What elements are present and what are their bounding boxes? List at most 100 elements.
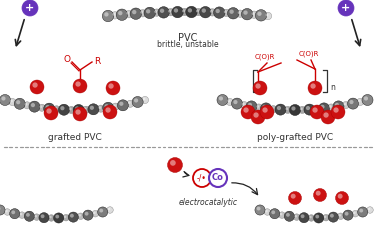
Circle shape xyxy=(167,8,174,16)
Circle shape xyxy=(202,8,206,13)
Circle shape xyxy=(368,208,370,210)
Circle shape xyxy=(14,98,25,109)
Circle shape xyxy=(262,105,267,109)
Circle shape xyxy=(241,8,253,20)
Circle shape xyxy=(107,207,113,213)
Circle shape xyxy=(215,9,220,13)
Circle shape xyxy=(146,9,150,13)
Circle shape xyxy=(45,105,50,109)
Circle shape xyxy=(262,107,268,113)
Circle shape xyxy=(304,104,315,115)
Circle shape xyxy=(233,100,238,104)
Circle shape xyxy=(106,81,120,95)
Circle shape xyxy=(132,10,136,14)
Circle shape xyxy=(44,106,58,120)
Circle shape xyxy=(58,104,70,115)
Circle shape xyxy=(335,103,339,107)
Circle shape xyxy=(11,210,15,214)
Circle shape xyxy=(75,81,81,87)
Circle shape xyxy=(286,213,290,217)
Circle shape xyxy=(217,94,228,105)
Circle shape xyxy=(310,105,324,119)
Circle shape xyxy=(168,10,171,13)
Circle shape xyxy=(314,213,324,223)
Text: C(O)R: C(O)R xyxy=(255,54,275,60)
Text: n: n xyxy=(330,83,335,92)
Circle shape xyxy=(167,157,182,173)
Circle shape xyxy=(253,81,267,95)
Circle shape xyxy=(343,210,353,220)
Circle shape xyxy=(48,215,55,221)
Circle shape xyxy=(308,215,315,221)
Circle shape xyxy=(55,215,59,219)
Circle shape xyxy=(53,106,60,113)
Circle shape xyxy=(315,215,319,219)
Circle shape xyxy=(277,106,281,110)
Circle shape xyxy=(49,216,52,218)
Circle shape xyxy=(241,105,255,119)
Text: Co: Co xyxy=(212,173,224,182)
Circle shape xyxy=(104,12,109,17)
Circle shape xyxy=(103,102,114,113)
Circle shape xyxy=(108,208,110,210)
Circle shape xyxy=(251,110,265,124)
Circle shape xyxy=(25,103,27,106)
Circle shape xyxy=(227,8,239,19)
Circle shape xyxy=(128,101,130,104)
Circle shape xyxy=(358,100,361,102)
Circle shape xyxy=(265,13,268,16)
Circle shape xyxy=(243,10,248,15)
Circle shape xyxy=(318,103,329,114)
Circle shape xyxy=(174,8,178,13)
Circle shape xyxy=(345,212,349,216)
Circle shape xyxy=(271,107,274,110)
Text: brittle, unstable: brittle, unstable xyxy=(157,40,219,49)
Circle shape xyxy=(252,12,255,15)
Circle shape xyxy=(32,82,38,88)
Circle shape xyxy=(20,213,22,215)
Circle shape xyxy=(68,212,79,222)
Circle shape xyxy=(134,98,138,103)
Circle shape xyxy=(68,106,75,114)
Circle shape xyxy=(69,108,72,110)
Circle shape xyxy=(342,101,349,109)
Circle shape xyxy=(291,106,296,110)
Circle shape xyxy=(316,191,321,196)
Circle shape xyxy=(105,107,111,113)
Circle shape xyxy=(310,83,316,89)
Circle shape xyxy=(280,213,282,215)
Circle shape xyxy=(130,8,141,19)
Circle shape xyxy=(299,106,306,114)
Circle shape xyxy=(126,12,129,15)
Circle shape xyxy=(143,98,146,100)
Circle shape xyxy=(312,107,318,113)
Circle shape xyxy=(209,169,227,187)
Circle shape xyxy=(90,106,94,110)
Circle shape xyxy=(229,9,234,14)
Circle shape xyxy=(118,11,123,15)
Circle shape xyxy=(29,101,40,112)
Circle shape xyxy=(237,10,244,17)
Circle shape xyxy=(337,213,344,219)
Circle shape xyxy=(97,105,105,112)
Circle shape xyxy=(256,105,259,108)
Circle shape xyxy=(82,106,89,113)
Circle shape xyxy=(26,213,30,217)
Circle shape xyxy=(127,100,134,107)
Circle shape xyxy=(75,109,81,115)
Circle shape xyxy=(64,215,66,218)
Circle shape xyxy=(321,110,335,124)
Circle shape xyxy=(257,12,262,16)
Circle shape xyxy=(324,215,326,218)
Circle shape xyxy=(200,6,211,18)
Circle shape xyxy=(300,108,303,110)
Circle shape xyxy=(323,214,329,221)
Circle shape xyxy=(301,214,305,218)
Circle shape xyxy=(141,97,149,104)
Circle shape xyxy=(291,194,296,199)
Text: R: R xyxy=(94,56,100,66)
Circle shape xyxy=(275,104,286,115)
Circle shape xyxy=(44,103,55,114)
Text: PVC: PVC xyxy=(178,33,198,43)
Circle shape xyxy=(331,105,345,119)
